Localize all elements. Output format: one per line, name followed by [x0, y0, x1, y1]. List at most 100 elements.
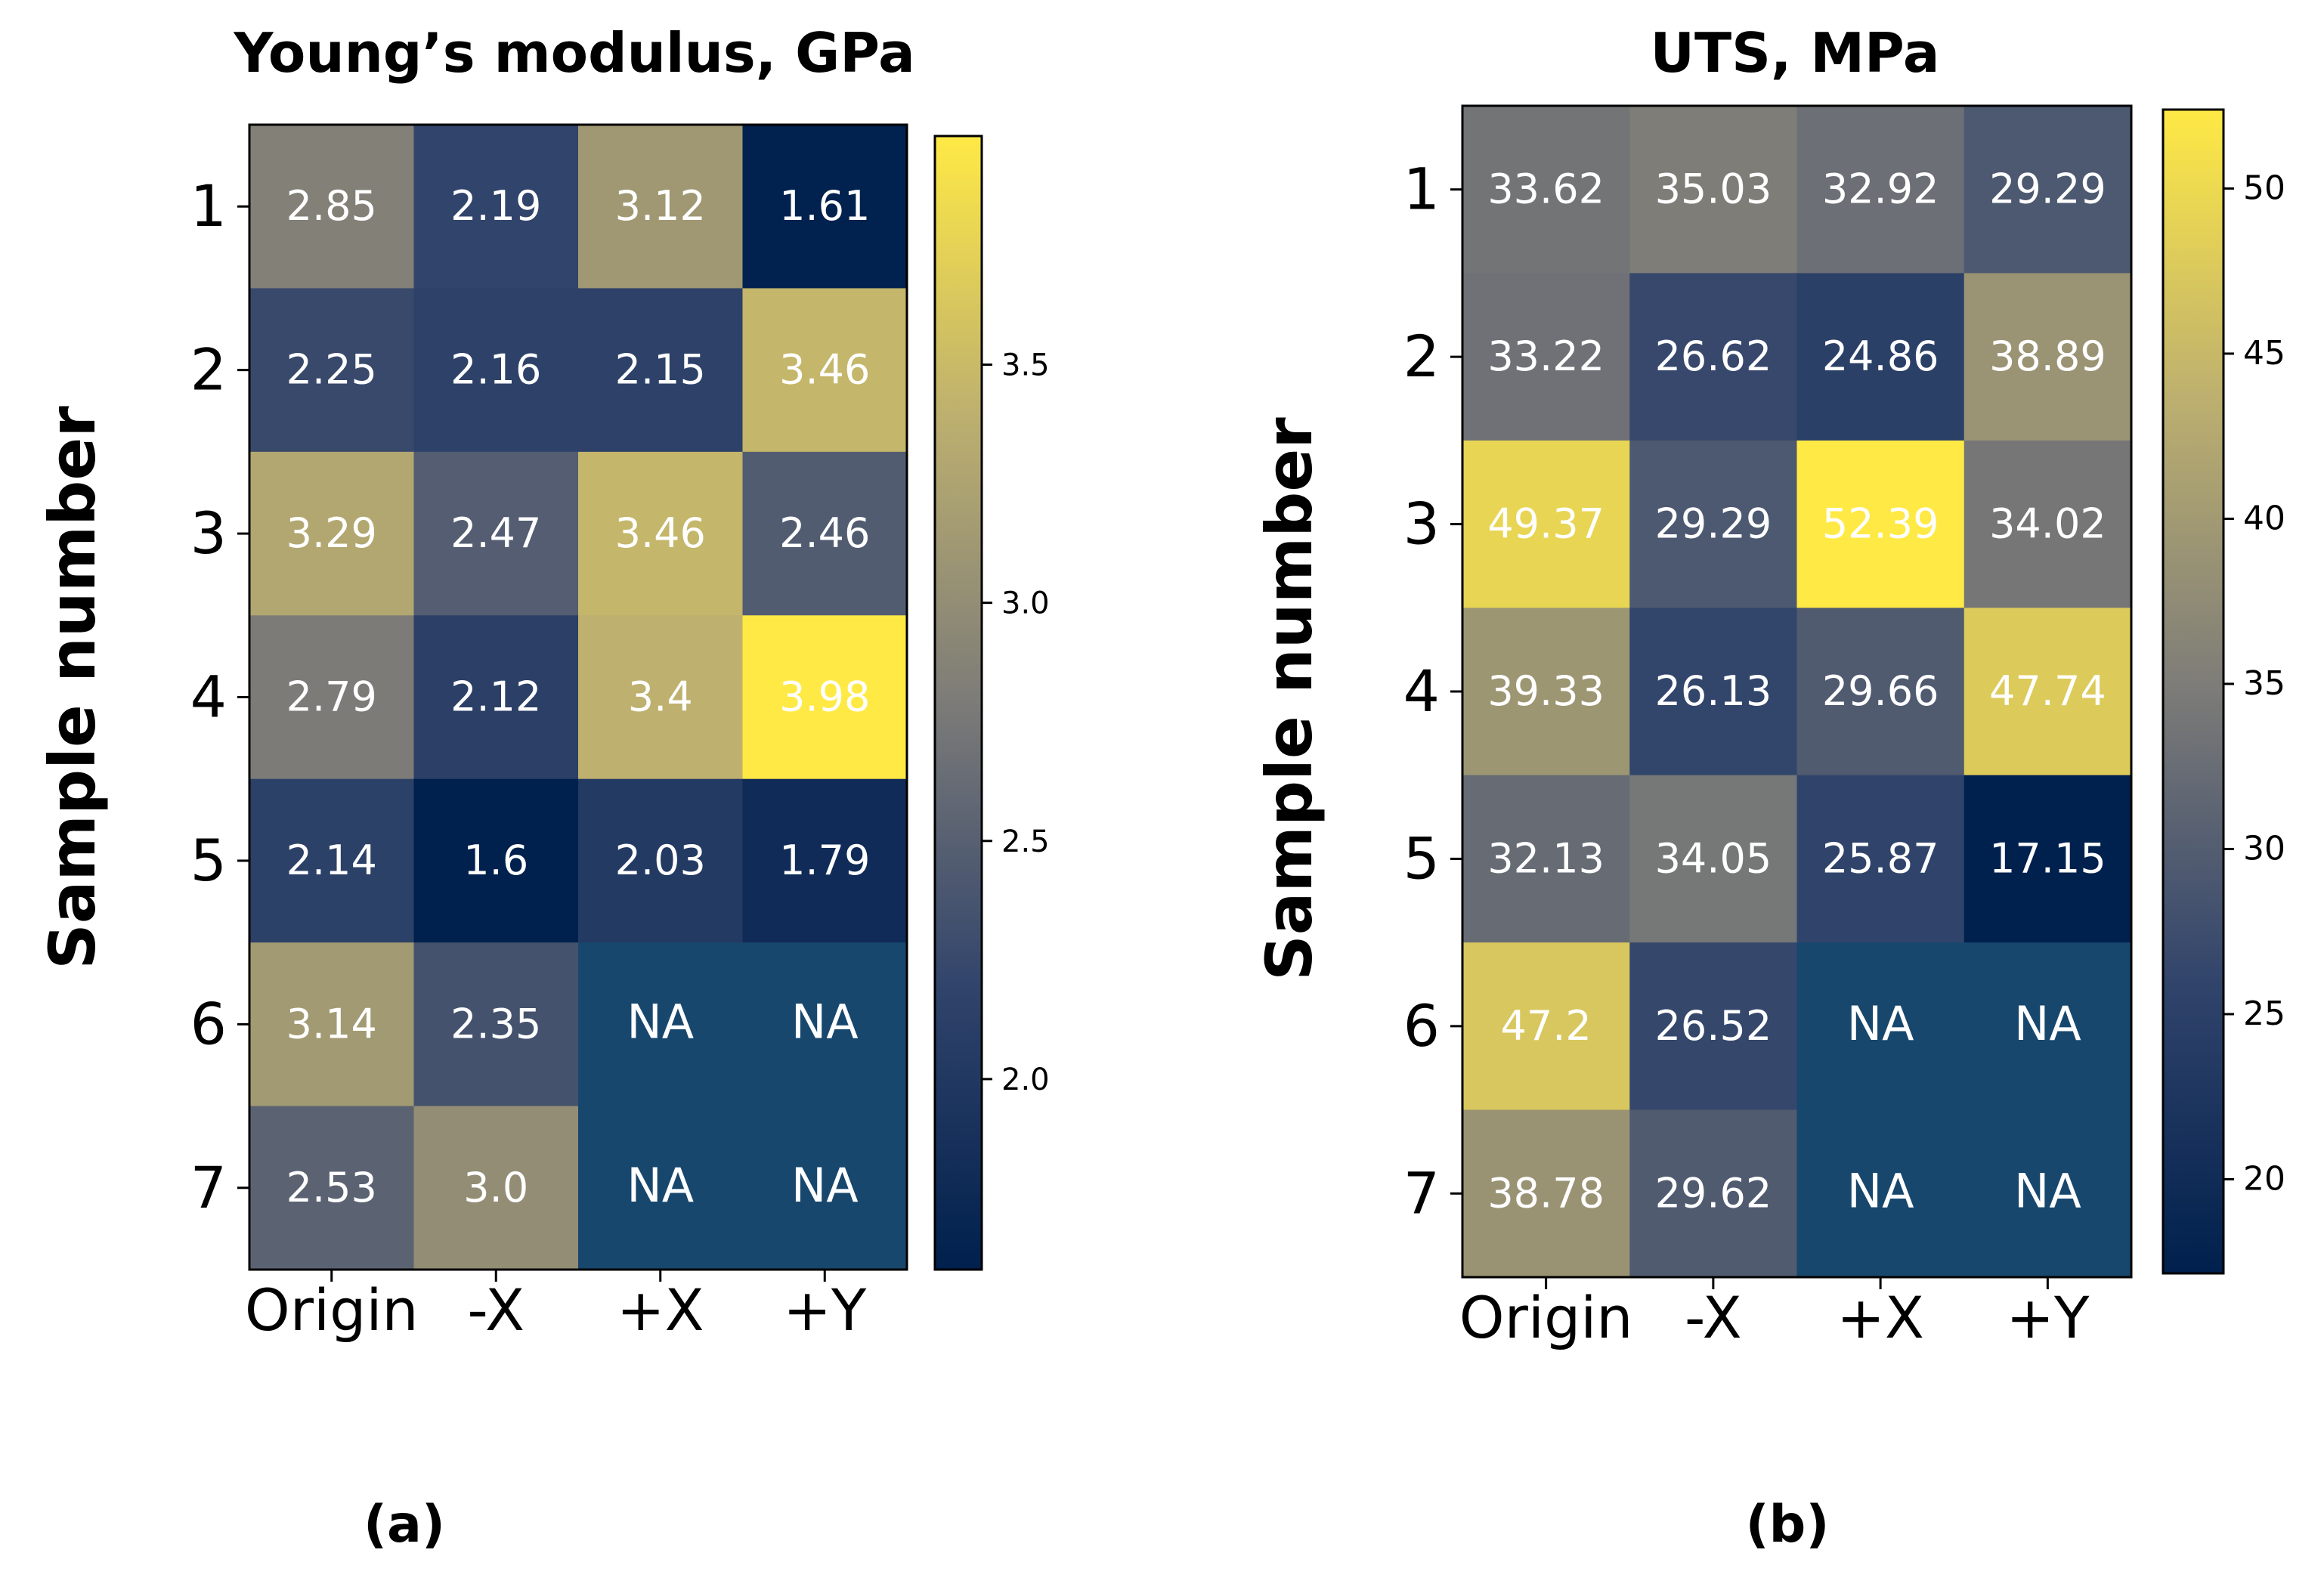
cell-value-label: 29.66	[1822, 667, 1939, 715]
panel-a: Young’s modulus, GPa Sample number 2.85 2.1…	[36, 21, 1050, 1555]
cell-value-label: NA	[627, 1158, 694, 1213]
y-tick-label: 1	[190, 172, 227, 240]
x-tick-label: +Y	[783, 1276, 867, 1344]
cell-value-label: 3.98	[779, 673, 870, 721]
heatmap-cell	[413, 778, 579, 943]
colorbar-tick-label: 40	[2243, 499, 2285, 537]
cell-value-label: 29.29	[1989, 166, 2106, 213]
cell-value-label: 25.87	[1822, 834, 1939, 882]
cell-value-label: 39.33	[1487, 667, 1605, 715]
heatmap-cell	[1963, 106, 2132, 274]
heatmap-cell	[1796, 440, 1965, 608]
cell-value-label: 2.79	[286, 673, 377, 721]
heatmap-cell	[742, 778, 908, 943]
heatmap-cell	[742, 942, 908, 1107]
colorbar-tick-label: 2.5	[1001, 824, 1050, 859]
heatmap-cell	[578, 942, 743, 1107]
heatmap-cell	[578, 288, 743, 453]
colorbar-tick-label: 45	[2243, 334, 2285, 373]
cell-value-label: 34.02	[1989, 500, 2106, 548]
colorbar-tick-label: 35	[2243, 664, 2285, 703]
heatmap-cell	[249, 451, 414, 616]
heatmap-cell	[1796, 106, 1965, 274]
heatmap-cell	[1629, 106, 1797, 274]
cell-value-label: 2.85	[286, 182, 377, 230]
heatmap-cell	[1462, 440, 1630, 608]
y-tick-label: 7	[1403, 1159, 1440, 1227]
cell-value-label: 26.13	[1655, 667, 1772, 715]
heatmap-cell	[1462, 106, 1630, 274]
heatmap-cell	[742, 615, 908, 780]
cell-value-label: 47.74	[1989, 667, 2106, 715]
heatmap-cell	[742, 1106, 908, 1270]
heatmap-cell	[578, 125, 743, 289]
heatmap-cell	[413, 942, 579, 1107]
heatmap-cell	[742, 288, 908, 453]
cell-value-label: NA	[1847, 1163, 1914, 1218]
cell-value-label: 29.62	[1655, 1169, 1772, 1217]
heatmap-cell	[742, 451, 908, 616]
cell-value-label: 49.37	[1487, 500, 1605, 548]
heatmap-cell	[413, 125, 579, 289]
cell-value-label: 3.14	[286, 1000, 377, 1047]
heatmap-cell	[1796, 775, 1965, 943]
heatmap-cell	[249, 1106, 414, 1270]
cell-value-label: 32.13	[1487, 834, 1605, 882]
x-tick-label: +X	[617, 1276, 704, 1344]
heatmap-cell	[1963, 273, 2132, 441]
cell-value-label: 33.62	[1487, 166, 1605, 213]
heatmap-cell	[1796, 942, 1965, 1111]
colorbar	[933, 135, 983, 1271]
y-tick-label: 1	[1403, 156, 1440, 223]
cell-value-label: NA	[791, 1158, 859, 1213]
colorbar-tick-label: 2.0	[1001, 1063, 1050, 1097]
cell-value-label: NA	[791, 994, 859, 1049]
cell-value-label: 38.78	[1487, 1169, 1605, 1217]
cell-value-label: 3.29	[286, 509, 377, 557]
x-tick-label: +Y	[2006, 1284, 2090, 1351]
cell-value-label: 1.6	[463, 837, 528, 884]
y-tick-label: 5	[190, 827, 227, 894]
cell-value-label: 1.79	[779, 837, 870, 884]
chart-title: Young’s modulus, GPa	[233, 21, 914, 85]
y-tick-label: 3	[190, 500, 227, 567]
cell-value-label: 3.46	[779, 346, 870, 394]
heatmap-cell	[249, 288, 414, 453]
heatmap-cell	[1462, 608, 1630, 776]
heatmap-cell	[1629, 440, 1797, 608]
cell-value-label: 26.62	[1655, 333, 1772, 380]
y-tick-label: 2	[190, 336, 227, 404]
y-tick-label: 7	[190, 1154, 227, 1221]
cell-value-label: 33.22	[1487, 333, 1605, 380]
heatmap-cell	[413, 615, 579, 780]
x-tick-label: -X	[467, 1276, 525, 1344]
panel-caption: (b)	[1746, 1495, 1830, 1555]
heatmap-cell	[1629, 942, 1797, 1111]
y-tick-label: 6	[1403, 992, 1440, 1060]
cell-value-label: 2.03	[615, 837, 706, 884]
y-axis-label: Sample number	[36, 406, 110, 970]
cell-value-label: 2.46	[779, 509, 870, 557]
cell-value-label: 2.16	[450, 346, 541, 394]
heatmap-cell	[1963, 1109, 2132, 1278]
heatmap-cell	[1796, 273, 1965, 441]
heatmap-cell	[1963, 942, 2132, 1111]
cell-value-label: 3.4	[628, 673, 693, 721]
colorbar-tick-label: 25	[2243, 995, 2285, 1033]
x-tick-label: -X	[1685, 1284, 1742, 1351]
heatmap-cell	[1629, 1109, 1797, 1278]
cell-value-label: 52.39	[1822, 500, 1939, 548]
heatmap-cell	[1629, 775, 1797, 943]
heatmap-cell	[1629, 608, 1797, 776]
cell-value-label: NA	[627, 994, 694, 1049]
heatmap-cell	[578, 778, 743, 943]
heatmap-cell	[1462, 775, 1630, 943]
cell-value-label: 2.25	[286, 346, 377, 394]
cell-value-label: 24.86	[1822, 333, 1939, 380]
heatmap-cell	[1462, 273, 1630, 441]
heatmap-cell	[1462, 942, 1630, 1111]
cell-value-label: 32.92	[1822, 166, 1939, 213]
cell-value-label: 2.14	[286, 837, 377, 884]
cell-value-label: NA	[2014, 996, 2081, 1051]
